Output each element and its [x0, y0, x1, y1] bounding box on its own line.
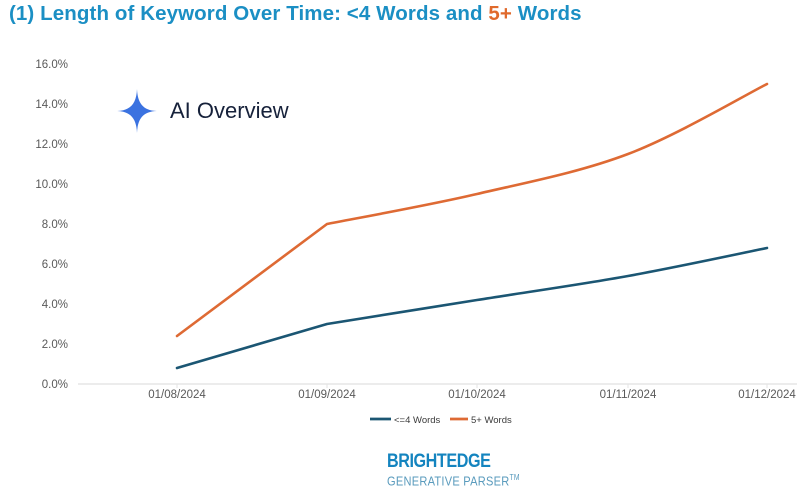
- svg-text:10.0%: 10.0%: [35, 179, 68, 191]
- svg-text:4.0%: 4.0%: [42, 299, 68, 311]
- svg-text:2.0%: 2.0%: [42, 339, 68, 351]
- svg-text:8.0%: 8.0%: [42, 219, 68, 231]
- svg-text:16.0%: 16.0%: [35, 59, 68, 71]
- svg-text:14.0%: 14.0%: [35, 99, 68, 111]
- svg-text:12.0%: 12.0%: [35, 139, 68, 151]
- svg-text:6.0%: 6.0%: [42, 259, 68, 271]
- svg-text:5+ Words: 5+ Words: [471, 415, 512, 426]
- svg-text:01/11/2024: 01/11/2024: [600, 389, 657, 401]
- svg-text:<=4 Words: <=4 Words: [394, 415, 441, 426]
- svg-text:01/09/2024: 01/09/2024: [298, 389, 356, 401]
- svg-text:01/12/2024: 01/12/2024: [738, 389, 796, 401]
- svg-text:0.0%: 0.0%: [42, 379, 68, 391]
- svg-text:01/10/2024: 01/10/2024: [448, 389, 506, 401]
- svg-text:01/08/2024: 01/08/2024: [148, 389, 206, 401]
